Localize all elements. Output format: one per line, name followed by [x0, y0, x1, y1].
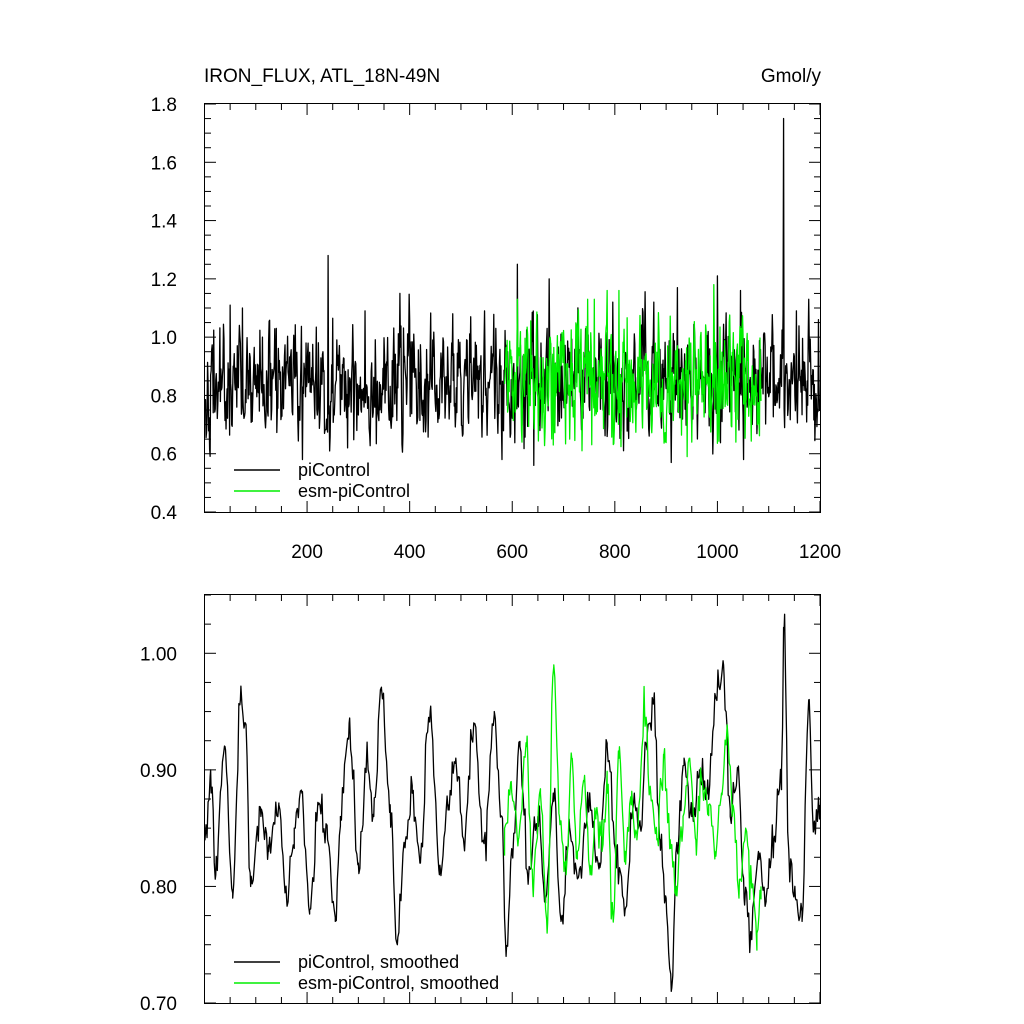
x-tick-label: 1000	[696, 542, 738, 563]
legend-label-picontrol-smoothed: piControl, smoothed	[298, 952, 459, 972]
y-tick-label: 0.6	[151, 445, 177, 466]
bottom-legend: piControl, smoothed esm-piControl, smoot…	[234, 952, 499, 993]
top-tick-labels: 200 400 600 800 1000 1200 0.4 0.6 0.8 1.0 1.2 1.4 1.…	[151, 95, 842, 563]
x-tick-label: 600	[496, 542, 528, 563]
legend-label-picontrol: piControl	[298, 460, 370, 480]
y-tick-label: 1.4	[151, 212, 178, 233]
x-tick-label: 400	[394, 542, 426, 563]
bottom-series-lines	[204, 613, 821, 992]
legend-label-esm-picontrol: esm-piControl	[298, 481, 410, 501]
top-series-esm-picontrol	[503, 284, 762, 458]
bottom-tick-labels: 0.70 0.80 0.90 1.00	[140, 644, 177, 1015]
y-tick-label: 0.80	[140, 877, 177, 898]
top-tick-marks	[205, 103, 821, 513]
y-tick-label: 0.8	[151, 386, 177, 407]
y-tick-label: 1.8	[151, 95, 177, 116]
chart-units: Gmol/y	[761, 66, 822, 87]
top-legend: piControl esm-piControl	[234, 460, 410, 501]
y-tick-label: 0.70	[140, 994, 177, 1015]
y-tick-label: 1.2	[151, 270, 177, 291]
x-tick-label: 1200	[799, 542, 841, 563]
bottom-plot-frame	[204, 594, 821, 1004]
x-tick-label: 800	[599, 542, 631, 563]
y-tick-label: 0.90	[140, 761, 177, 782]
x-tick-label: 200	[291, 542, 323, 563]
chart-title: IRON_FLUX, ATL_18N-49N	[204, 66, 440, 87]
bottom-tick-marks	[205, 594, 821, 1004]
top-plot-frame	[204, 103, 821, 513]
y-tick-label: 1.0	[151, 328, 177, 349]
bottom-series-picontrol-smoothed	[204, 613, 821, 992]
legend-label-esm-picontrol-smoothed: esm-piControl, smoothed	[298, 973, 499, 993]
bottom-panel: 0.70 0.80 0.90 1.00 piControl, smoothed esm…	[140, 594, 821, 1015]
y-tick-label: 0.4	[151, 503, 178, 524]
top-panel: IRON_FLUX, ATL_18N-49N Gmol/y 200 400 600 8…	[151, 66, 842, 563]
y-tick-label: 1.00	[140, 644, 177, 665]
top-series-lines	[204, 117, 821, 467]
bottom-series-esm-picontrol-smoothed	[503, 664, 762, 951]
y-tick-label: 1.6	[151, 153, 177, 174]
